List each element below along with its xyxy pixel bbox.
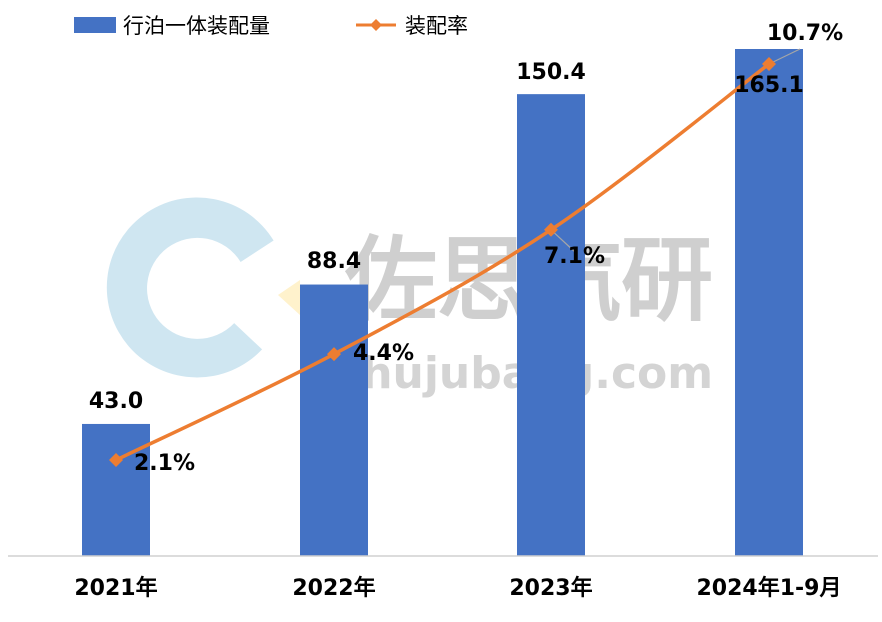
rate-marker-3	[544, 222, 558, 237]
rate-marker-1	[109, 453, 123, 467]
bar-value-label: 43.0	[89, 389, 143, 414]
bar-4	[735, 49, 803, 556]
rate-line	[115, 62, 771, 462]
rate-leader-3	[550, 229, 576, 253]
x-axis-labels: 2021年 2022年 2023年 2024年1-9月	[74, 575, 841, 601]
bar-value-label: 150.4	[516, 60, 586, 85]
rate-leader-4	[768, 48, 801, 65]
watermark-logo	[106, 197, 274, 378]
rate-value-label: 2.1%	[134, 451, 195, 476]
bar-value-label: 88.4	[307, 249, 361, 274]
x-tick-label: 2023年	[509, 575, 592, 601]
bar-2	[300, 284, 368, 556]
watermark: 佐思汽研 shujubang.com	[106, 197, 713, 399]
watermark-logo-accent	[278, 280, 300, 315]
rate-value-label: 7.1%	[544, 244, 605, 269]
x-tick-label: 2021年	[74, 575, 157, 601]
bar-3	[517, 94, 585, 557]
rate-marker-2	[327, 347, 341, 362]
rate-value-label: 10.7%	[767, 21, 843, 46]
bar-1	[82, 423, 150, 556]
legend: 行泊一体装配量 装配率	[74, 14, 468, 38]
rate-marker-4	[762, 57, 776, 71]
plot-area: 43.0 88.4 150.4 165.1 2.1% 4.4% 7.1% 10.7%	[82, 21, 843, 557]
legend-label-bar: 行泊一体装配量	[123, 14, 270, 38]
rate-value-label: 4.4%	[353, 341, 414, 366]
x-tick-label: 2022年	[292, 575, 375, 601]
legend-swatch-bar	[74, 17, 116, 33]
legend-marker-diamond	[370, 19, 382, 31]
legend-label-line: 装配率	[405, 14, 468, 38]
x-tick-label: 2024年1-9月	[697, 575, 842, 601]
bar-value-label: 165.1	[734, 73, 804, 98]
